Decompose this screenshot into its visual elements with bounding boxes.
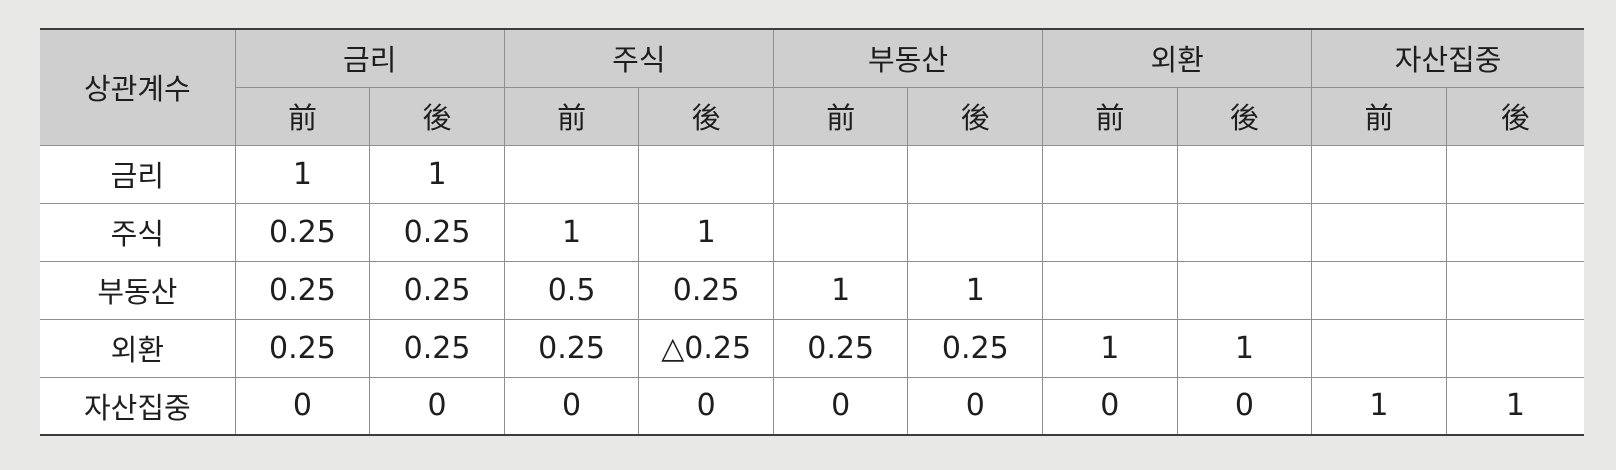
table-cell: 1 <box>907 260 1044 320</box>
table-cell: 0 <box>369 376 505 436</box>
table-cell: 0.25 <box>234 318 371 378</box>
table-row: 부동산 0.25 0.25 0.5 0.25 1 1 <box>40 260 1584 320</box>
table-cell: 0.25 <box>234 202 371 262</box>
table-cell <box>1311 202 1447 262</box>
subheader-before: 前 <box>503 86 640 146</box>
table-cell: 1 <box>503 202 640 262</box>
table-cell <box>1042 202 1178 262</box>
table-cell: 0 <box>1042 376 1178 436</box>
table-body: 금리 1 1 주식 0.25 0.25 1 1 부동산 0.25 0.25 0.5 0.25 1 1 외환 0.… <box>40 144 1584 436</box>
row-label: 외환 <box>40 318 236 378</box>
table-cell: 1 <box>638 202 774 262</box>
subheader-before: 前 <box>235 86 371 146</box>
table-cell <box>638 144 774 204</box>
header-row-groups: 상관계수 금리 주식 부동산 외환 자산집중 <box>40 28 1584 146</box>
table-cell: 0 <box>638 376 774 436</box>
subheader-after: 後 <box>638 86 774 146</box>
subheader-before: 前 <box>1311 86 1447 146</box>
table-cell: 0 <box>772 376 909 436</box>
table-cell <box>907 144 1044 204</box>
table-cell: 1 <box>369 144 505 204</box>
subheader-after: 後 <box>907 86 1044 146</box>
row-label: 금리 <box>40 144 236 204</box>
subheader-before: 前 <box>772 86 909 146</box>
table-cell <box>907 202 1044 262</box>
table-cell: 0.25 <box>638 260 774 320</box>
table-cell <box>1311 144 1447 204</box>
table-cell: 0.25 <box>234 260 371 320</box>
table-cell <box>1311 318 1447 378</box>
table-cell: 1 <box>772 260 909 320</box>
table-cell: 0 <box>1176 376 1313 436</box>
table-cell: 1 <box>1176 318 1313 378</box>
table-cell: 0 <box>503 376 640 436</box>
table-header: 상관계수 금리 주식 부동산 외환 자산집중 前 後 前 後 前 後 前 後 前… <box>40 28 1584 146</box>
table-cell: 0 <box>907 376 1044 436</box>
table-cell: 0.25 <box>369 202 505 262</box>
table-row: 금리 1 1 <box>40 144 1584 204</box>
corner-header: 상관계수 <box>40 28 236 146</box>
table-cell <box>1311 260 1447 320</box>
table-cell: 1 <box>1445 376 1584 436</box>
group-header-concentration: 자산집중 <box>1311 28 1584 88</box>
row-label: 부동산 <box>40 260 236 320</box>
table-cell <box>1445 260 1584 320</box>
table-cell: 1 <box>1042 318 1178 378</box>
table-cell: 0.25 <box>503 318 640 378</box>
row-label: 주식 <box>40 202 236 262</box>
table-row: 주식 0.25 0.25 1 1 <box>40 202 1584 262</box>
table-cell <box>1176 260 1313 320</box>
subheader-after: 後 <box>1176 86 1313 146</box>
group-header-stock: 주식 <box>503 28 774 88</box>
table-cell <box>1042 260 1178 320</box>
subheader-after: 後 <box>369 86 505 146</box>
correlation-table: 상관계수 금리 주식 부동산 외환 자산집중 前 後 前 後 前 後 前 後 前… <box>40 28 1584 436</box>
table-cell: 0 <box>234 376 371 436</box>
table-cell <box>1445 318 1584 378</box>
table-cell: 0.25 <box>772 318 909 378</box>
group-header-fx: 외환 <box>1042 28 1313 88</box>
subheader-before: 前 <box>1042 86 1178 146</box>
table-cell: 0.25 <box>369 318 505 378</box>
table-cell: 1 <box>234 144 371 204</box>
table-cell <box>1176 144 1313 204</box>
table-row: 자산집중 0 0 0 0 0 0 0 0 1 1 <box>40 376 1584 436</box>
table-cell <box>1445 144 1584 204</box>
group-header-interest: 금리 <box>234 28 505 88</box>
table-row: 외환 0.25 0.25 0.25 △0.25 0.25 0.25 1 1 <box>40 318 1584 378</box>
table-cell <box>503 144 640 204</box>
table-cell: △0.25 <box>638 318 774 378</box>
table-cell: 0.25 <box>907 318 1044 378</box>
table-cell: 1 <box>1311 376 1447 436</box>
subheader-after: 後 <box>1445 86 1584 146</box>
table-cell <box>1176 202 1313 262</box>
table-cell <box>772 144 909 204</box>
table-cell <box>772 202 909 262</box>
table-cell: 0.5 <box>503 260 640 320</box>
table-cell <box>1042 144 1178 204</box>
table-cell: 0.25 <box>369 260 505 320</box>
group-header-real-estate: 부동산 <box>772 28 1044 88</box>
header-row-before-after: 前 後 前 後 前 後 前 後 前 後 <box>40 86 1584 146</box>
row-label: 자산집중 <box>40 376 236 436</box>
table-cell <box>1445 202 1584 262</box>
